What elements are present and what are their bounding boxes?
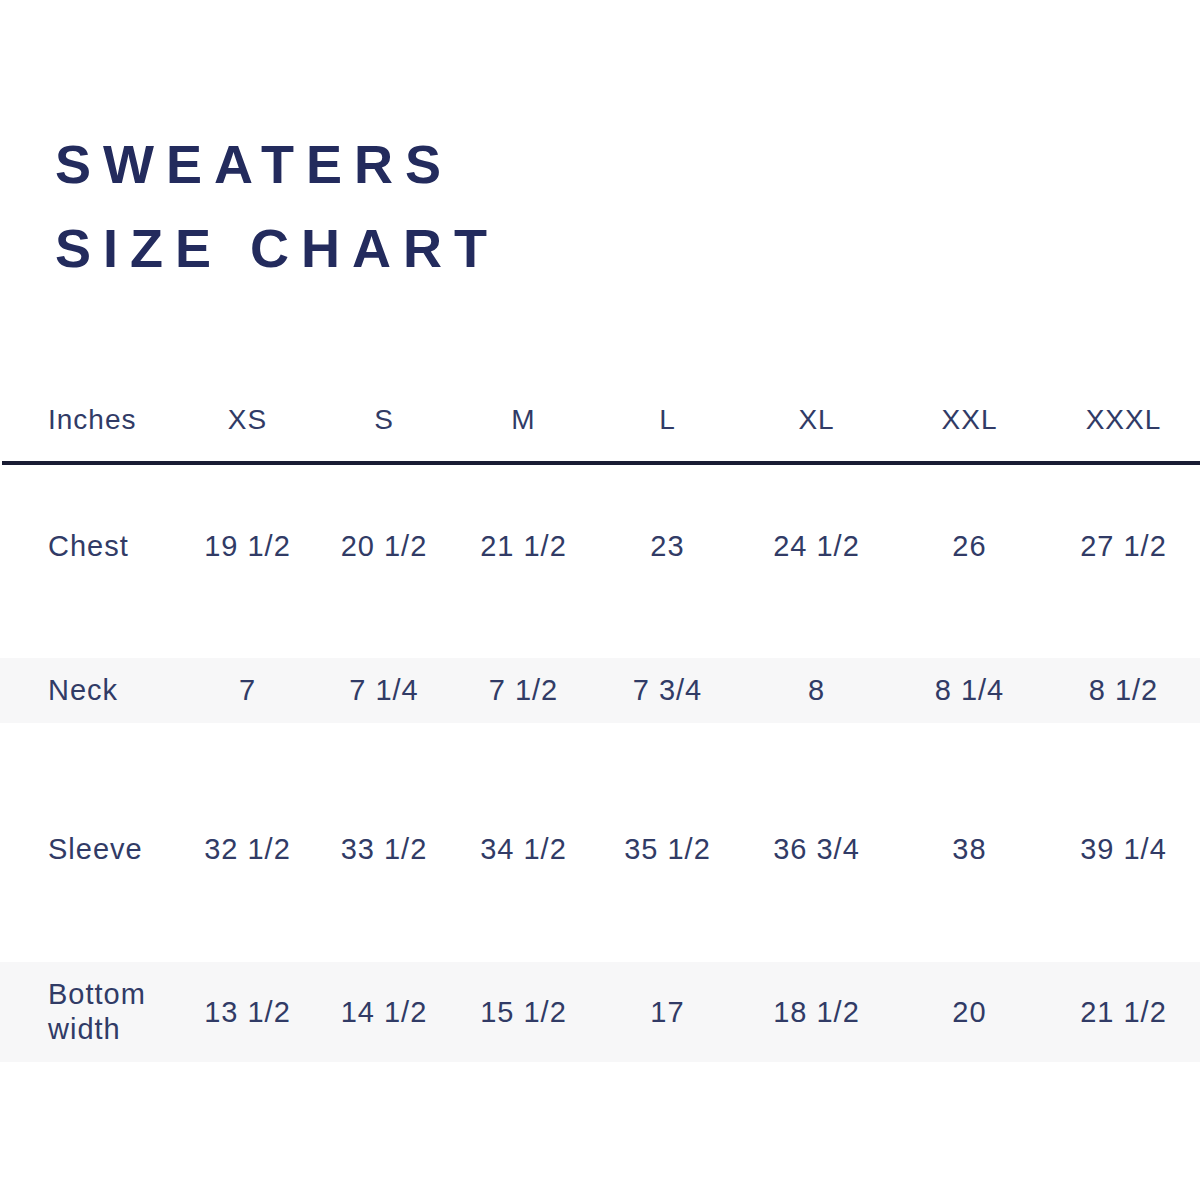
chest-s-value: 20 1/2 [315,529,453,564]
col-header-xs: XS [180,402,315,437]
bottom-width-s-value: 14 1/2 [315,995,453,1030]
bottom-width-m-value: 15 1/2 [453,995,594,1030]
col-header-l: L [594,402,741,437]
table-row-chest: Chest 19 1/2 20 1/2 21 1/2 23 24 1/2 26 … [0,465,1200,658]
bottom-width-xl-value: 18 1/2 [741,995,892,1030]
row-label-sleeve: Sleeve [0,832,180,867]
neck-xs-value: 7 [180,673,315,708]
size-chart-page: SWEATERS SIZE CHART Inches XS S M L XL X… [0,0,1200,1200]
sleeve-xs-value: 32 1/2 [180,832,315,867]
table-row-sleeve: Sleeve 32 1/2 33 1/2 34 1/2 35 1/2 36 3/… [0,723,1200,962]
neck-m-value: 7 1/2 [453,673,594,708]
size-table: Inches XS S M L XL XXL XXXL Chest 19 1/2… [0,383,1200,1062]
sleeve-xxl-value: 38 [892,832,1047,867]
neck-xxl-value: 8 1/4 [892,673,1047,708]
table-header-row: Inches XS S M L XL XXL XXXL [0,383,1200,455]
chest-xl-value: 24 1/2 [741,529,892,564]
bottom-width-xxl-value: 20 [892,995,1047,1030]
page-title-line-1: SWEATERS [55,122,499,206]
col-header-xxxl: XXXL [1047,402,1200,437]
chest-m-value: 21 1/2 [453,529,594,564]
sleeve-l-value: 35 1/2 [594,832,741,867]
col-header-xl: XL [741,402,892,437]
chest-xxl-value: 26 [892,529,1047,564]
page-title-line-2: SIZE CHART [55,206,499,290]
col-header-xxl: XXL [892,402,1047,437]
row-label-bottom-width: Bottom width [0,977,180,1047]
sleeve-m-value: 34 1/2 [453,832,594,867]
chest-xxxl-value: 27 1/2 [1047,529,1200,564]
sleeve-xxxl-value: 39 1/4 [1047,832,1200,867]
bottom-width-xxxl-value: 21 1/2 [1047,995,1200,1030]
sleeve-xl-value: 36 3/4 [741,832,892,867]
neck-xxxl-value: 8 1/2 [1047,673,1200,708]
row-label-chest: Chest [0,529,180,564]
unit-header: Inches [0,402,180,437]
neck-xl-value: 8 [741,673,892,708]
neck-s-value: 7 1/4 [315,673,453,708]
chest-xs-value: 19 1/2 [180,529,315,564]
col-header-m: M [453,402,594,437]
col-header-s: S [315,402,453,437]
table-row-neck: Neck 7 7 1/4 7 1/2 7 3/4 8 8 1/4 8 1/2 [0,658,1200,723]
neck-l-value: 7 3/4 [594,673,741,708]
chest-l-value: 23 [594,529,741,564]
sleeve-s-value: 33 1/2 [315,832,453,867]
bottom-width-l-value: 17 [594,995,741,1030]
row-label-neck: Neck [0,673,180,708]
page-title: SWEATERS SIZE CHART [55,122,499,290]
bottom-width-xs-value: 13 1/2 [180,995,315,1030]
table-row-bottom-width: Bottom width 13 1/2 14 1/2 15 1/2 17 18 … [0,962,1200,1062]
